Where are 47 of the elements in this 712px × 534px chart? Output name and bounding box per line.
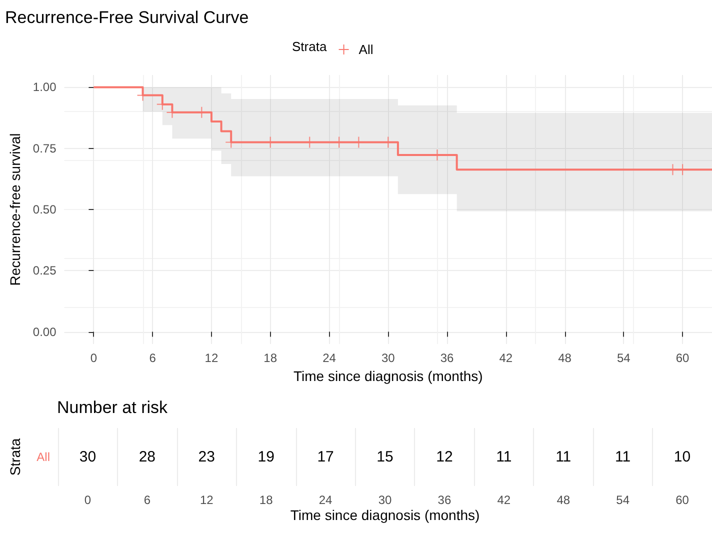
y-axis-title: Strata bbox=[7, 438, 23, 476]
x-tick-label: 0 bbox=[90, 351, 98, 365]
data-label: 30 bbox=[79, 448, 96, 466]
x-tick-label: 18 bbox=[259, 493, 274, 507]
x-tick-label: 60 bbox=[676, 493, 690, 507]
x-tick-label: 12 bbox=[200, 493, 214, 507]
x-tick-label: 6 bbox=[144, 493, 151, 507]
x-tick-label: 0 bbox=[84, 493, 92, 507]
x-tick-label: 30 bbox=[378, 493, 392, 507]
data-label: 11 bbox=[556, 448, 572, 466]
x-tick-label: 12 bbox=[204, 351, 218, 365]
x-axis-title: Time since diagnosis (months) bbox=[293, 368, 483, 384]
x-tick-label: 48 bbox=[556, 493, 570, 507]
x-tick-label: 54 bbox=[616, 493, 630, 507]
y-tick-label: 0.25 bbox=[32, 264, 57, 278]
data-label: 11 bbox=[496, 448, 512, 466]
data-label: 15 bbox=[376, 448, 394, 466]
data-label: 19 bbox=[258, 448, 274, 466]
data-label: 10 bbox=[674, 448, 691, 466]
x-tick-label: 36 bbox=[440, 351, 454, 365]
x-axis-title: Time since diagnosis (months) bbox=[290, 507, 480, 523]
x-tick-label: 42 bbox=[499, 351, 513, 365]
x-tick-label: 6 bbox=[149, 351, 156, 365]
x-tick-label: 24 bbox=[318, 493, 333, 507]
x-tick-label: 24 bbox=[322, 351, 336, 365]
x-tick-label: 60 bbox=[676, 351, 690, 365]
data-label: 23 bbox=[198, 448, 215, 466]
x-tick-label: 30 bbox=[381, 351, 396, 365]
y-tick-label: 0.00 bbox=[32, 324, 57, 339]
y-axis-title: Recurrence-free survival bbox=[7, 133, 23, 286]
data-label: 12 bbox=[436, 448, 453, 466]
x-tick-label: 18 bbox=[264, 351, 278, 365]
y-tick-label: All bbox=[36, 450, 50, 464]
x-tick-label: 48 bbox=[558, 351, 572, 365]
x-tick-label: 54 bbox=[616, 351, 631, 365]
data-label: 17 bbox=[317, 448, 334, 466]
y-tick-label: 0.50 bbox=[32, 202, 57, 216]
x-tick-label: 36 bbox=[438, 493, 452, 507]
legend-label: All bbox=[358, 42, 374, 57]
chart-title: Number at risk bbox=[57, 398, 168, 417]
data-label: 11 bbox=[615, 448, 631, 466]
y-tick-label: 0.75 bbox=[32, 141, 57, 156]
y-tick-label: 1.00 bbox=[32, 80, 57, 94]
legend-title: Strata bbox=[292, 39, 328, 54]
data-label: 28 bbox=[138, 448, 156, 466]
chart-title: Recurrence-Free Survival Curve bbox=[5, 8, 249, 27]
x-tick-label: 42 bbox=[497, 493, 511, 507]
